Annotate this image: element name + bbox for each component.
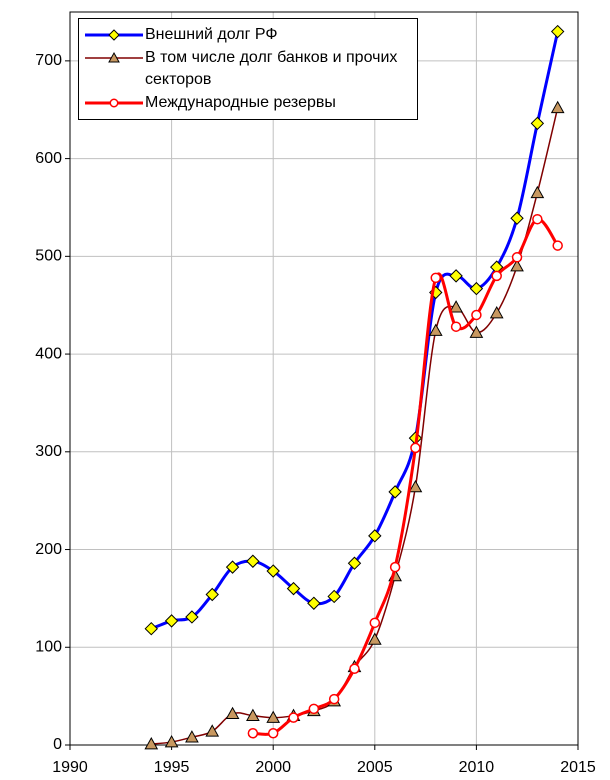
marker [288,712,299,723]
series-line [252,217,559,736]
y-tick-label: 200 [35,541,62,558]
marker [144,736,159,750]
marker [185,610,199,624]
marker [164,735,179,748]
marker [410,442,421,454]
marker [328,693,340,705]
marker [552,240,563,251]
marker [367,632,382,645]
marker [164,614,179,628]
plot-area [70,12,578,745]
marker [205,724,220,737]
marker [389,561,401,573]
y-tick-label: 400 [35,345,62,362]
marker [246,708,260,721]
marker [450,321,462,332]
legend-entry: Внешний долг РФ [83,24,413,46]
legend-swatch [85,98,143,108]
marker [225,560,240,574]
x-tick-label: 1990 [52,759,88,776]
marker [449,300,463,313]
marker [144,621,158,636]
marker [109,98,119,108]
legend-swatch [85,29,143,41]
marker [205,587,219,602]
marker [530,185,545,199]
plot-frame [69,11,579,746]
marker [247,728,259,739]
marker [307,596,321,610]
marker [510,211,524,225]
legend-label: Внешний долг РФ [145,26,278,43]
y-tick-label: 500 [35,248,62,265]
legend-entry: В том числе долг банков и прочих секторо… [83,47,413,91]
x-tick-label: 2010 [459,759,495,776]
marker [469,281,484,296]
marker [489,305,504,319]
marker [430,272,442,284]
legend-entry: Международные резервы [83,92,413,114]
marker [266,564,280,578]
y-tick-label: 700 [35,52,62,69]
marker [471,309,482,321]
marker [510,259,524,272]
marker [449,269,463,283]
marker [469,325,484,338]
y-tick-label: 100 [35,638,62,655]
marker [349,663,360,675]
marker [388,485,402,499]
y-tick-label: 0 [53,736,62,753]
marker [428,323,443,336]
legend-swatch [85,51,143,63]
marker [185,730,199,743]
marker [530,116,545,131]
marker [511,252,523,263]
marker [550,100,565,114]
marker [550,24,565,39]
marker [347,556,362,570]
y-tick-label: 300 [35,443,62,460]
marker [108,51,120,63]
x-tick-label: 1995 [154,759,190,776]
x-tick-label: 2005 [357,759,393,776]
marker [108,29,120,41]
marker [225,706,240,720]
marker [408,479,423,493]
legend: Внешний долг РФ В том числе долг банков и… [78,18,418,120]
marker [368,529,382,543]
y-tick-label: 600 [35,150,62,167]
marker [266,710,281,723]
marker [246,554,260,568]
marker [286,581,301,596]
x-tick-label: 2000 [255,759,291,776]
marker [491,270,502,282]
x-tick-label: 2015 [560,759,596,776]
marker [267,728,279,739]
marker [308,703,320,715]
marker [327,589,341,604]
legend-label: Международные резервы [145,94,336,111]
legend-label: В том числе долг банков и прочих секторо… [145,49,398,88]
marker [532,213,543,225]
marker [369,617,381,629]
